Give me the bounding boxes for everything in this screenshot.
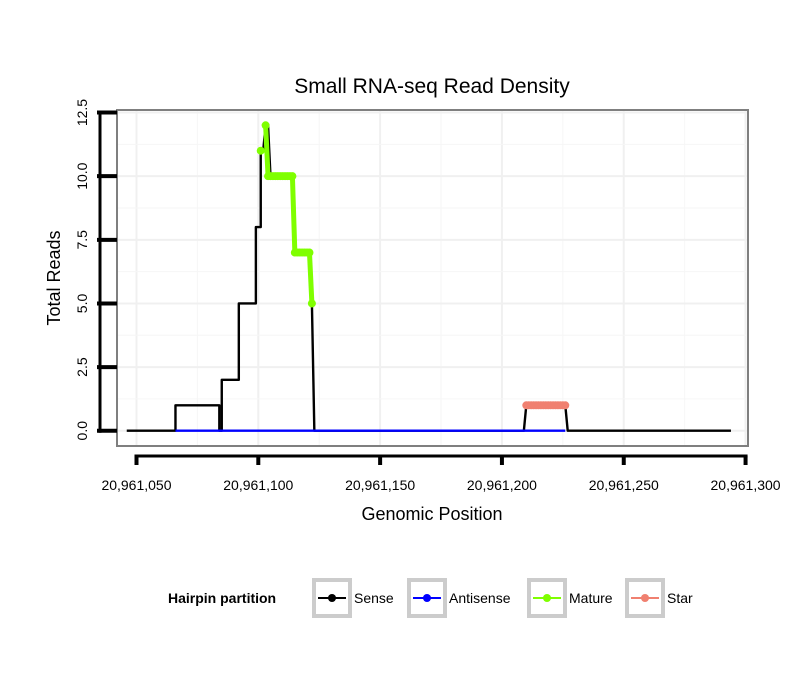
series-segment-mature <box>263 125 271 177</box>
y-tick-label: 12.5 <box>74 99 90 126</box>
data-point-mature <box>305 248 314 257</box>
x-axis-label: Genomic Position <box>361 504 502 524</box>
x-tick-label: 20,961,300 <box>711 477 781 493</box>
series-segment-mature <box>306 252 315 304</box>
data-point-mature <box>288 172 297 181</box>
data-point-mature <box>256 146 265 155</box>
series-layer <box>126 121 731 432</box>
y-tick-label: 5.0 <box>74 294 90 314</box>
y-tick-label: 0.0 <box>74 421 90 441</box>
y-tick-label: 7.5 <box>74 230 90 250</box>
x-tick-label: 20,961,200 <box>467 477 537 493</box>
chart-title: Small RNA-seq Read Density <box>294 75 570 98</box>
y-tick-label: 2.5 <box>74 357 90 377</box>
legend-label-mature: Mature <box>569 590 613 606</box>
x-axis: 20,961,050 20,961,100 20,961,150 20,961,200… <box>101 454 781 493</box>
legend-dot-star <box>641 594 649 602</box>
legend: Hairpin partition Sense Antisense Mature St… <box>168 578 693 618</box>
legend-label-antisense: Antisense <box>449 590 511 606</box>
legend-dot-sense <box>328 594 336 602</box>
plot-border <box>116 109 749 447</box>
legend-dot-mature <box>543 594 551 602</box>
y-axis: 0.0 2.5 5.0 7.5 10.0 12.5 <box>74 99 117 441</box>
data-point-mature <box>307 299 316 308</box>
y-tick-label: 10.0 <box>74 162 90 189</box>
plot-panel <box>117 110 748 446</box>
x-tick-label: 20,961,150 <box>345 477 415 493</box>
data-point-star <box>561 401 570 410</box>
y-axis-label: Total Reads <box>44 230 64 325</box>
x-tick-label: 20,961,100 <box>223 477 293 493</box>
data-point-mature <box>261 121 270 130</box>
legend-label-sense: Sense <box>354 590 394 606</box>
x-tick-label: 20,961,050 <box>101 477 171 493</box>
x-tick-label: 20,961,250 <box>589 477 659 493</box>
legend-title: Hairpin partition <box>168 590 276 606</box>
legend-label-star: Star <box>667 590 693 606</box>
series-segment-mature <box>289 176 298 253</box>
legend-dot-antisense <box>423 594 431 602</box>
